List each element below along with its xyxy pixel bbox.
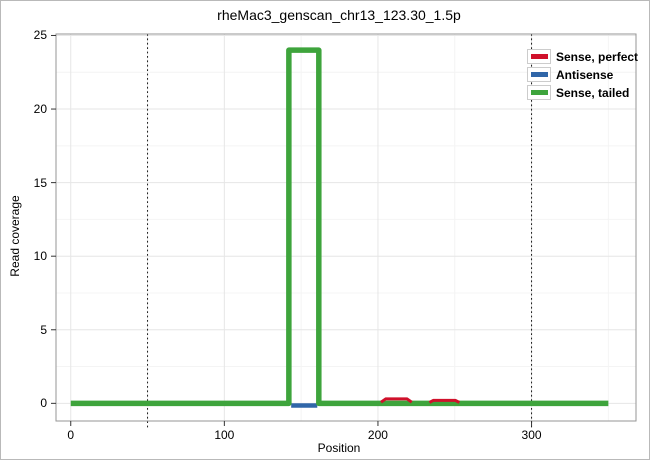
y-tick-label: 5 xyxy=(40,322,47,337)
y-axis-title: Read coverage xyxy=(8,195,22,277)
y-tick-label: 25 xyxy=(33,28,47,43)
x-axis-title: Position xyxy=(317,441,361,455)
y-tick-label: 10 xyxy=(33,249,47,264)
sense-tailed-swatch-icon xyxy=(530,90,548,95)
x-tick-label: 100 xyxy=(214,428,235,442)
chart-title: rheMac3_genscan_chr13_123.30_1.5p xyxy=(217,7,461,23)
y-tick-label: 15 xyxy=(33,175,47,190)
legend: Sense, perfect Antisense Sense, tailed xyxy=(527,49,638,103)
legend-key-box xyxy=(527,85,551,100)
legend-key-box xyxy=(527,49,551,64)
sense-perfect-swatch-icon xyxy=(530,54,548,59)
series-line-sense-tailed xyxy=(70,47,609,407)
panel-border xyxy=(55,33,637,422)
legend-item-sense-tailed: Sense, tailed xyxy=(527,85,638,100)
legend-item-sense-perfect: Sense, perfect xyxy=(527,49,638,64)
legend-label: Sense, perfect xyxy=(556,49,639,64)
series-line-sense-perfect xyxy=(380,397,413,404)
series-line-sense-perfect xyxy=(428,398,461,404)
y-tick-label: 20 xyxy=(33,102,47,117)
legend-item-antisense: Antisense xyxy=(527,67,638,82)
legend-key-box xyxy=(527,67,551,82)
y-tick-label: 0 xyxy=(40,396,47,411)
antisense-swatch-icon xyxy=(530,72,548,77)
legend-label: Sense, tailed xyxy=(556,85,630,100)
legend-label: Antisense xyxy=(556,67,614,82)
x-tick-label: 200 xyxy=(367,428,388,442)
x-tick-label: 300 xyxy=(521,428,542,442)
x-tick-label: 0 xyxy=(67,428,75,442)
